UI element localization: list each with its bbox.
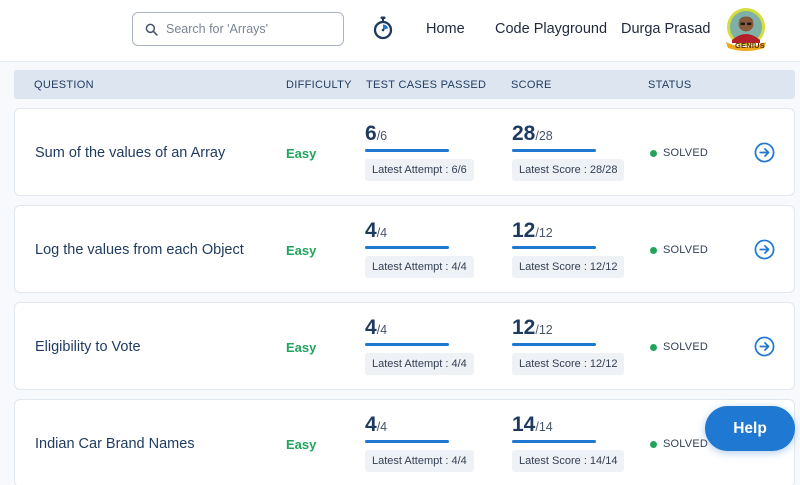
table-header: QUESTION DIFFICULTY TEST CASES PASSED SC… <box>14 70 795 99</box>
tests-total-value: /4 <box>376 420 388 434</box>
status-text: SOLVED <box>663 244 709 256</box>
status-text: SOLVED <box>663 438 709 450</box>
latest-score-pill: Latest Score : 14/14 <box>512 450 625 472</box>
difficulty-label: Easy <box>286 437 317 452</box>
stopwatch-icon[interactable] <box>372 16 394 40</box>
score-total-value: /12 <box>535 323 553 337</box>
tests-passed-value: 6 <box>365 122 377 145</box>
question-title[interactable]: Sum of the values of an Array <box>35 145 226 161</box>
tests-progress-bar <box>365 440 449 443</box>
difficulty-label: Easy <box>286 146 317 161</box>
help-button[interactable]: Help <box>705 406 795 451</box>
column-header-difficulty: DIFFICULTY <box>286 79 352 91</box>
solved-dot-icon <box>650 440 657 448</box>
tests-progress-bar <box>365 343 449 346</box>
table-row[interactable]: Eligibility to Vote Easy 4/4 Latest Atte… <box>14 302 795 390</box>
score-total-value: /14 <box>535 420 553 434</box>
score-value: 28 <box>512 122 536 145</box>
latest-attempt-pill: Latest Attempt : 4/4 <box>365 450 474 472</box>
column-header-test-cases: TEST CASES PASSED <box>366 79 487 91</box>
question-title[interactable]: Eligibility to Vote <box>35 339 141 355</box>
table-row[interactable]: Indian Car Brand Names Easy 4/4 Latest A… <box>14 399 795 485</box>
avatar[interactable]: GENIUS <box>718 6 774 54</box>
test-cases-cell: 6/6 Latest Attempt : 6/6 <box>365 122 474 181</box>
latest-attempt-pill: Latest Attempt : 4/4 <box>365 256 474 278</box>
score-progress-bar <box>512 343 596 346</box>
tests-total-value: /4 <box>376 226 388 240</box>
nav-code-playground-link[interactable]: Code Playground <box>495 21 608 37</box>
latest-attempt-pill: Latest Attempt : 4/4 <box>365 353 474 375</box>
arrow-right-circle-icon[interactable] <box>754 239 775 260</box>
latest-score-pill: Latest Score : 28/28 <box>512 159 625 181</box>
score-cell: 28/28 Latest Score : 28/28 <box>512 122 625 181</box>
score-cell: 12/12 Latest Score : 12/12 <box>512 219 625 278</box>
solved-dot-icon <box>650 149 657 157</box>
test-cases-cell: 4/4 Latest Attempt : 4/4 <box>365 413 474 472</box>
latest-score-pill: Latest Score : 12/12 <box>512 353 625 375</box>
status-badge: SOLVED <box>650 438 708 450</box>
solved-dot-icon <box>650 246 657 254</box>
search-icon <box>145 23 158 36</box>
table-row[interactable]: Log the values from each Object Easy 4/4… <box>14 205 795 293</box>
solved-dot-icon <box>650 343 657 351</box>
score-value: 12 <box>512 219 536 242</box>
nav-home-link[interactable]: Home <box>426 21 465 37</box>
score-total-value: /12 <box>535 226 553 240</box>
question-title[interactable]: Indian Car Brand Names <box>35 436 195 452</box>
avatar-badge-text: GENIUS <box>735 41 765 50</box>
latest-score-pill: Latest Score : 12/12 <box>512 256 625 278</box>
status-text: SOLVED <box>663 147 709 159</box>
tests-passed-value: 4 <box>365 219 377 242</box>
search-box[interactable] <box>132 12 344 46</box>
table-row[interactable]: Sum of the values of an Array Easy 6/6 L… <box>14 108 795 196</box>
status-badge: SOLVED <box>650 147 708 159</box>
difficulty-label: Easy <box>286 243 317 258</box>
tests-passed-value: 4 <box>365 413 377 436</box>
latest-attempt-pill: Latest Attempt : 6/6 <box>365 159 474 181</box>
status-text: SOLVED <box>663 341 709 353</box>
tests-total-value: /6 <box>376 129 388 143</box>
score-cell: 14/14 Latest Score : 14/14 <box>512 413 625 472</box>
score-total-value: /28 <box>535 129 553 143</box>
status-badge: SOLVED <box>650 341 708 353</box>
score-progress-bar <box>512 246 596 249</box>
score-value: 12 <box>512 316 536 339</box>
tests-progress-bar <box>365 149 449 152</box>
arrow-right-circle-icon[interactable] <box>754 142 775 163</box>
user-name: Durga Prasad <box>621 21 711 37</box>
question-title[interactable]: Log the values from each Object <box>35 242 244 258</box>
column-header-status: STATUS <box>648 79 692 91</box>
difficulty-label: Easy <box>286 340 317 355</box>
score-cell: 12/12 Latest Score : 12/12 <box>512 316 625 375</box>
score-progress-bar <box>512 440 596 443</box>
test-cases-cell: 4/4 Latest Attempt : 4/4 <box>365 219 474 278</box>
tests-passed-value: 4 <box>365 316 377 339</box>
column-header-question: QUESTION <box>34 79 94 91</box>
status-badge: SOLVED <box>650 244 708 256</box>
arrow-right-circle-icon[interactable] <box>754 336 775 357</box>
top-header: Home Code Playground Durga Prasad GENIUS <box>0 0 800 62</box>
search-input[interactable] <box>166 22 336 36</box>
tests-progress-bar <box>365 246 449 249</box>
score-progress-bar <box>512 149 596 152</box>
score-value: 14 <box>512 413 536 436</box>
tests-total-value: /4 <box>376 323 388 337</box>
test-cases-cell: 4/4 Latest Attempt : 4/4 <box>365 316 474 375</box>
column-header-score: SCORE <box>511 79 552 91</box>
